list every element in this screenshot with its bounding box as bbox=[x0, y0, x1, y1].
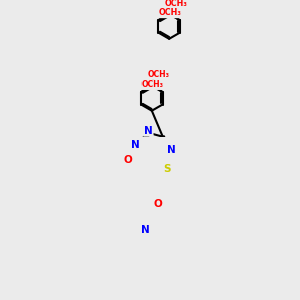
Text: OCH₃: OCH₃ bbox=[164, 0, 187, 8]
Text: OCH₃: OCH₃ bbox=[141, 80, 163, 89]
Text: N: N bbox=[131, 140, 140, 150]
Text: OCH₃: OCH₃ bbox=[142, 80, 164, 89]
Text: OCH₃: OCH₃ bbox=[148, 70, 170, 79]
Text: O: O bbox=[124, 155, 132, 165]
Text: N: N bbox=[141, 225, 150, 236]
Text: N: N bbox=[167, 145, 175, 155]
Text: OCH₃: OCH₃ bbox=[158, 8, 181, 17]
Text: O: O bbox=[153, 199, 162, 208]
Text: S: S bbox=[164, 164, 171, 174]
Text: OCH₃: OCH₃ bbox=[157, 8, 180, 17]
Text: N: N bbox=[144, 126, 153, 136]
